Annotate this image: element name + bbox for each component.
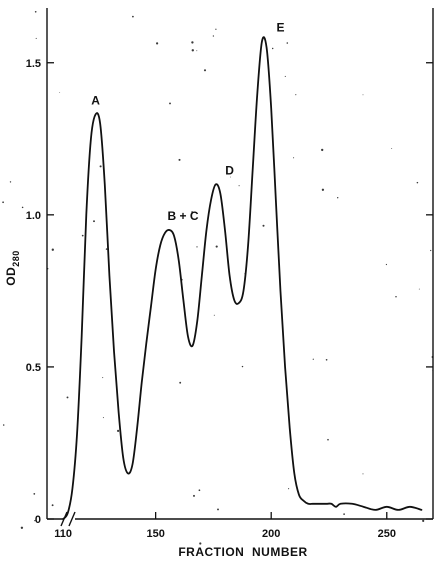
paper-speck [295,94,297,96]
paper-speck [191,49,194,52]
paper-speck [286,42,289,44]
paper-speck [430,249,432,252]
paper-speck [217,508,219,511]
paper-speck [156,42,159,45]
peak-label: A [91,93,100,107]
series-group [62,36,423,520]
y-axis-label-main: OD [4,267,18,286]
paper-speck [271,47,274,50]
paper-speck [321,148,324,152]
paper-speck [337,197,339,199]
paper-speck [196,50,198,52]
paper-speck [117,429,120,432]
paper-speck [21,206,24,209]
paper-speck [99,165,102,168]
paper-speck [391,148,393,150]
paper-speck [132,15,134,18]
paper-speck [105,248,108,250]
paper-speck [2,201,4,204]
paper-speck [288,488,290,490]
paper-speck [35,37,37,39]
paper-speck [199,542,202,545]
paper-speck [284,75,286,77]
paper-speck [66,396,69,399]
y-axis-label-subscript: 280 [11,250,21,267]
y-tick-label: 1.5 [26,58,41,70]
paper-speck [312,358,314,360]
y-tick-label: 0 [35,514,41,526]
paper-speck [51,248,54,251]
paper-speck [238,185,240,187]
series-line [62,36,423,520]
paper-speck [93,220,95,223]
peak-label: D [225,163,234,177]
paper-speck [215,245,218,248]
y-tick-label: 1.0 [26,210,41,222]
x-tick-label: 200 [262,528,280,540]
paper-speck [33,493,36,495]
paper-speck [169,102,171,105]
peak-label: B + C [168,209,199,223]
paper-speck [416,181,419,184]
paper-speck [215,28,217,30]
paper-speck [179,381,182,384]
paper-speck [203,69,207,72]
y-axis-label: OD280 [4,250,21,286]
paper-speck [193,494,195,497]
y-axis-label-group: OD280 [4,250,21,286]
paper-speck [362,473,364,475]
paper-speck [34,520,36,522]
paper-speck [34,10,37,13]
paper-speck [321,188,325,191]
paper-specks [2,10,434,545]
peak-label: E [276,20,284,34]
paper-speck [293,157,295,159]
axis-ticks: 0 0.5 1.0 1.5 110 150 200 250 [26,58,433,540]
paper-speck [9,181,12,183]
paper-speck [325,358,328,361]
paper-speck [191,41,194,44]
paper-speck [198,489,201,492]
paper-speck [327,438,329,441]
paper-speck [102,417,104,419]
paper-speck [343,513,345,515]
paper-speck [191,211,193,213]
peak-annotations: A B + C D E [91,20,284,223]
x-tick-label: 110 [54,528,72,540]
paper-speck [51,504,54,507]
paper-speck [212,35,215,37]
paper-speck [20,526,24,529]
paper-speck [362,94,364,96]
paper-speck [102,377,104,379]
x-tick-label: 250 [378,528,396,540]
y-tick-label: 0.5 [26,362,41,374]
paper-speck [241,365,244,368]
paper-speck [213,314,215,316]
paper-speck [81,234,84,237]
x-tick-label: 150 [146,528,164,540]
x-axis-label: FRACTION NUMBER [178,545,307,559]
paper-speck [59,92,61,93]
paper-speck [230,176,232,178]
paper-speck [418,288,420,290]
paper-speck [385,263,387,266]
paper-speck [196,246,198,248]
paper-speck [395,296,397,298]
paper-speck [178,158,181,161]
paper-speck [422,519,425,522]
paper-speck [262,224,265,227]
paper-speck [2,424,5,426]
